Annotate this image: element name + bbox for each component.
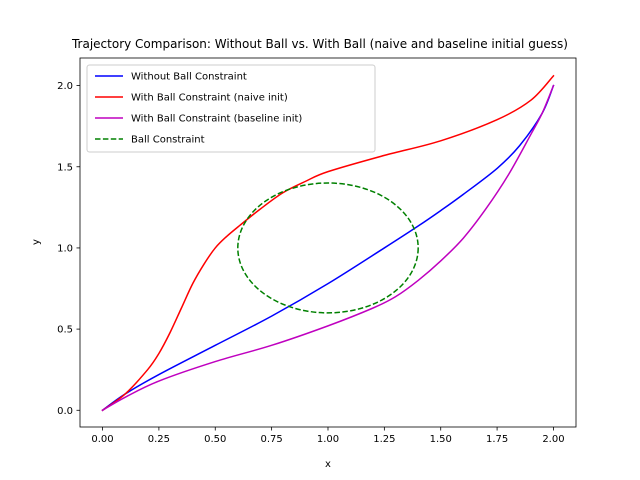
x-tick-label: 1.25 bbox=[373, 434, 395, 445]
y-tick-label: 2.0 bbox=[57, 81, 73, 92]
series-layer bbox=[101, 74, 555, 412]
legend-label-0: Without Ball Constraint bbox=[131, 72, 247, 83]
x-tick-label: 0.50 bbox=[204, 434, 226, 445]
y-tick-label: 1.5 bbox=[57, 162, 73, 173]
x-axis: 0.00 0.25 0.50 0.75 1.00 1.25 1.50 1.75 2.00 bbox=[91, 427, 565, 445]
x-tick-label: 0.00 bbox=[91, 434, 113, 445]
legend-label-3: Ball Constraint bbox=[131, 135, 205, 146]
series-2-line bbox=[101, 84, 555, 412]
x-tick-label: 0.25 bbox=[148, 434, 170, 445]
x-tick-label: 2.00 bbox=[542, 434, 564, 445]
legend: Without Ball Constraint With Ball Constra… bbox=[86, 64, 376, 153]
y-tick-label: 0.0 bbox=[57, 406, 73, 417]
legend-label-2: With Ball Constraint (baseline init) bbox=[131, 114, 302, 125]
plot-area bbox=[79, 57, 577, 428]
y-axis-label: y bbox=[31, 239, 42, 245]
x-tick-label: 1.00 bbox=[317, 434, 339, 445]
ball-constraint-circle bbox=[237, 182, 419, 314]
y-axis: 0.0 0.5 1.0 1.5 2.0 bbox=[57, 81, 80, 417]
y-tick-label: 0.5 bbox=[57, 325, 73, 336]
x-tick-label: 0.75 bbox=[260, 434, 282, 445]
x-tick-label: 1.75 bbox=[486, 434, 508, 445]
series-1-line bbox=[101, 74, 555, 412]
x-tick-label: 1.50 bbox=[430, 434, 452, 445]
x-axis-label: x bbox=[325, 459, 331, 470]
legend-label-1: With Ball Constraint (naive init) bbox=[131, 93, 288, 104]
series-0-line bbox=[101, 84, 555, 412]
y-tick-label: 1.0 bbox=[57, 243, 73, 254]
chart-title: Trajectory Comparison: Without Ball vs. … bbox=[71, 37, 568, 51]
legend-box bbox=[86, 64, 376, 153]
